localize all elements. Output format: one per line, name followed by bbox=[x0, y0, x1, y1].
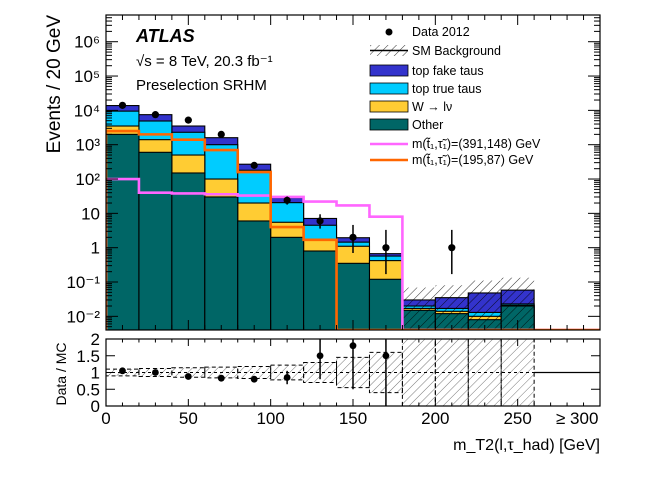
legend-w-lnu-swatch bbox=[369, 100, 409, 113]
bkg-uncertainty-band-9 bbox=[402, 287, 436, 330]
data-point-8 bbox=[382, 244, 390, 252]
ratio-point-3 bbox=[217, 374, 225, 382]
legend-other-swatch bbox=[369, 118, 409, 131]
ratio-y-tick-label-2: 1 bbox=[91, 364, 100, 383]
legend-data-marker bbox=[385, 28, 393, 36]
signal-line-1 bbox=[106, 129, 600, 330]
ratio-uncertainty-band-11 bbox=[467, 339, 502, 406]
stack-bar-other-1 bbox=[138, 151, 173, 330]
ratio-y-tick-label-3: 1.5 bbox=[76, 347, 100, 366]
legend-top-true-taus-label: top true taus bbox=[412, 82, 482, 96]
y-tick-label-4: 10² bbox=[75, 170, 100, 189]
stack-bar-other-4 bbox=[237, 220, 272, 330]
stack-bar-other-2 bbox=[171, 172, 206, 330]
y-tick-label-0: 10⁻² bbox=[66, 307, 100, 326]
legend-top-true-taus-swatch bbox=[369, 82, 409, 95]
ratio-point-0 bbox=[119, 367, 126, 375]
data-point-7 bbox=[349, 233, 357, 241]
legend-other-label: Other bbox=[412, 118, 443, 132]
y-tick-label-1: 10⁻¹ bbox=[66, 273, 100, 292]
ratio-uncertainty-band-12 bbox=[500, 339, 535, 406]
x-tick-label-100: 100 bbox=[256, 409, 284, 428]
legend: Data 2012 SM Background top fake taus to… bbox=[369, 25, 541, 167]
atlas-label: ATLAS bbox=[135, 26, 195, 46]
data-point-6 bbox=[316, 217, 324, 225]
stack-bar-other-5 bbox=[270, 236, 305, 330]
data-point-3 bbox=[217, 130, 225, 138]
y-tick-label-8: 10⁶ bbox=[74, 33, 100, 52]
bkg-uncertainty-band-11 bbox=[468, 280, 502, 330]
ratio-y-tick-label-0: 0 bbox=[91, 397, 100, 416]
data-point-5 bbox=[283, 196, 291, 204]
stack-bar-other-8 bbox=[368, 278, 403, 330]
y-tick-label-2: 1 bbox=[91, 239, 100, 258]
stack-bar-other-3 bbox=[204, 196, 239, 330]
y-tick-label-6: 10⁴ bbox=[74, 101, 100, 120]
legend-w-lnu-label: W → lν bbox=[412, 100, 452, 114]
ratio-point-6 bbox=[316, 352, 324, 360]
legend-top-fake-taus-label: top fake taus bbox=[412, 64, 484, 78]
legend-data-label: Data 2012 bbox=[412, 25, 470, 39]
ratio-point-2 bbox=[184, 373, 192, 380]
ratio-y-tick-label-4: 2 bbox=[91, 330, 100, 349]
stack-bar-other-6 bbox=[303, 250, 338, 330]
y-tick-label-7: 10⁵ bbox=[74, 67, 100, 86]
ratio-y-tick-label-1: 0.5 bbox=[76, 380, 100, 399]
ratio-point-4 bbox=[250, 375, 258, 383]
x-tick-label-150: 150 bbox=[339, 409, 367, 428]
x-tick-label-200: 200 bbox=[421, 409, 449, 428]
legend-sm-bkg-label: SM Background bbox=[412, 44, 501, 58]
y-axis-title: Events / 20 GeV bbox=[44, 15, 65, 154]
ratio-point-5 bbox=[283, 374, 291, 381]
data-point-9 bbox=[448, 244, 456, 252]
energy-luminosity-label: √s = 8 TeV, 20.3 fb⁻¹ bbox=[136, 53, 273, 70]
data-point-0 bbox=[118, 101, 127, 109]
data-point-1 bbox=[151, 111, 159, 119]
ratio-uncertainty-band-10 bbox=[434, 339, 469, 406]
legend-top-fake-taus-swatch bbox=[369, 64, 409, 77]
x-axis-title: m_T2(l,τ_had) [GeV] bbox=[453, 437, 600, 454]
ratio-y-axis-title: Data / MC bbox=[53, 342, 69, 405]
ratio-point-8 bbox=[382, 352, 390, 360]
signal-line-0 bbox=[106, 177, 600, 330]
legend-signal-391-148-label: m(t̃₁,τ̃₁)=(391,148) GeV bbox=[412, 136, 541, 151]
overflow-label: ≥ 300 bbox=[556, 409, 598, 428]
x-tick-label-0: 0 bbox=[101, 409, 110, 428]
stack-bar-other-0 bbox=[106, 133, 140, 330]
data-point-4 bbox=[250, 161, 258, 169]
y-tick-label-3: 10 bbox=[81, 204, 100, 223]
x-tick-label-250: 250 bbox=[503, 409, 531, 428]
x-tick-label-50: 50 bbox=[179, 409, 198, 428]
bkg-uncertainty-band-10 bbox=[435, 285, 469, 330]
ratio-point-1 bbox=[152, 369, 159, 376]
y-tick-label-5: 10³ bbox=[75, 136, 100, 155]
data-point-2 bbox=[184, 116, 192, 124]
region-label: Preselection SRHM bbox=[136, 77, 267, 94]
legend-signal-195-87-label: m(t̃₁,τ̃₁)=(195,87) GeV bbox=[412, 152, 534, 167]
